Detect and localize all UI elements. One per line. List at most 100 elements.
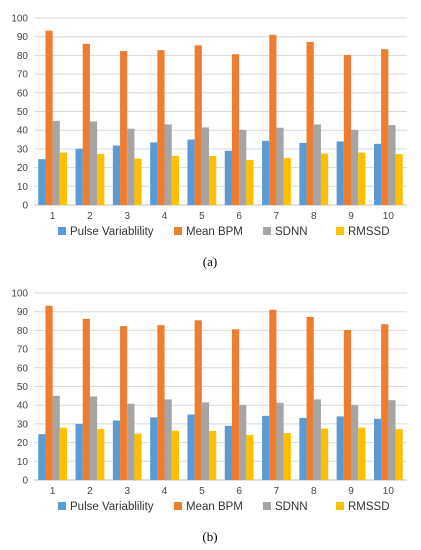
legend-label: SDNN bbox=[275, 226, 308, 238]
x-tick-label: 2 bbox=[87, 486, 93, 497]
legend-label: SDNN bbox=[275, 501, 308, 513]
bar bbox=[351, 129, 359, 205]
bar bbox=[313, 399, 321, 480]
y-tick-label: 20 bbox=[17, 438, 29, 449]
chart-b: 0 10 20 30 40 50 60 70 80 90 100 1 2 3 4 5 6 7 8 9 10 Pulse… bbox=[11, 289, 407, 544]
bar bbox=[59, 427, 68, 480]
bar bbox=[262, 415, 270, 480]
bar bbox=[239, 404, 247, 480]
bar bbox=[320, 428, 329, 480]
bar bbox=[82, 318, 90, 480]
legend-swatch bbox=[263, 502, 271, 510]
y-tick-label: 100 bbox=[11, 289, 28, 300]
x-tick-label: 4 bbox=[162, 486, 168, 497]
bar bbox=[373, 143, 382, 205]
bar bbox=[59, 152, 68, 205]
bar bbox=[224, 425, 232, 480]
bar bbox=[283, 433, 291, 480]
bar bbox=[164, 399, 172, 480]
bar bbox=[239, 129, 247, 205]
bar bbox=[120, 326, 128, 480]
x-tick-label: 2 bbox=[87, 211, 93, 222]
y-tick-label: 80 bbox=[17, 326, 29, 337]
bar bbox=[395, 429, 403, 480]
bar bbox=[134, 158, 142, 205]
y-tick-label: 30 bbox=[17, 144, 29, 155]
bar bbox=[262, 140, 270, 205]
bar bbox=[38, 159, 46, 205]
legend-swatch bbox=[174, 502, 182, 510]
bar bbox=[351, 404, 359, 480]
bar bbox=[194, 45, 202, 205]
bar bbox=[127, 128, 135, 205]
y-tick-label: 60 bbox=[17, 363, 29, 374]
bar bbox=[306, 316, 314, 480]
bar bbox=[187, 139, 195, 205]
y-tick-label: 0 bbox=[22, 201, 28, 212]
y-tick-label: 40 bbox=[17, 401, 29, 412]
bars bbox=[38, 305, 403, 480]
bar bbox=[171, 155, 179, 205]
x-tick-label: 3 bbox=[124, 211, 130, 222]
bar bbox=[164, 124, 172, 205]
x-tick-label: 9 bbox=[348, 486, 354, 497]
x-tick-label: 1 bbox=[50, 211, 56, 222]
legend: Pulse Variablility Mean BPM SDNN RMSSD bbox=[58, 226, 390, 238]
bar bbox=[283, 158, 291, 205]
bar bbox=[299, 142, 307, 205]
bar bbox=[97, 428, 105, 480]
bar bbox=[89, 396, 98, 480]
y-tick-label: 20 bbox=[17, 163, 29, 174]
bar bbox=[246, 159, 254, 205]
legend-swatch bbox=[58, 227, 66, 235]
y-tick-label: 40 bbox=[17, 126, 29, 137]
bar bbox=[97, 153, 105, 205]
bar bbox=[150, 142, 158, 205]
x-tick-label: 9 bbox=[348, 211, 354, 222]
bar bbox=[112, 145, 121, 205]
x-tick-label: 6 bbox=[236, 486, 242, 497]
x-tick-label: 4 bbox=[162, 211, 168, 222]
bar bbox=[45, 305, 53, 480]
bar bbox=[194, 320, 202, 480]
bar bbox=[313, 124, 321, 205]
x-tick-label: 7 bbox=[274, 211, 280, 222]
x-tick-label: 6 bbox=[236, 211, 242, 222]
y-tick-label: 60 bbox=[17, 88, 29, 99]
x-tick-label: 8 bbox=[311, 211, 317, 222]
y-tick-label: 70 bbox=[17, 70, 29, 81]
bar bbox=[306, 41, 314, 205]
bar bbox=[224, 150, 232, 205]
bar bbox=[246, 434, 254, 480]
bar bbox=[395, 154, 403, 205]
bar bbox=[358, 427, 366, 480]
caption: (a) bbox=[203, 254, 217, 269]
bar bbox=[127, 403, 135, 480]
y-tick-label: 70 bbox=[17, 345, 29, 356]
bar bbox=[52, 120, 60, 205]
x-tick-label: 5 bbox=[199, 211, 205, 222]
caption: (b) bbox=[202, 529, 217, 544]
bar bbox=[381, 49, 389, 205]
x-tick-labels: 1 2 3 4 5 6 7 8 9 10 bbox=[50, 211, 394, 222]
legend-label: RMSSD bbox=[348, 501, 390, 513]
x-tick-label: 1 bbox=[50, 486, 56, 497]
bar bbox=[388, 400, 396, 480]
bar bbox=[134, 433, 142, 480]
bar bbox=[112, 420, 121, 480]
x-tick-label: 3 bbox=[124, 486, 130, 497]
bar bbox=[269, 309, 277, 480]
y-tick-label: 50 bbox=[17, 107, 29, 118]
chart-a: 0 10 20 30 40 50 60 70 80 90 100 1 2 3 4 5 6 7 8 9 10 Pulse… bbox=[11, 14, 407, 269]
legend-label: Pulse Variablility bbox=[70, 226, 154, 238]
bar bbox=[269, 34, 277, 205]
legend-swatch bbox=[336, 502, 344, 510]
bar bbox=[209, 156, 217, 205]
bar bbox=[187, 414, 195, 480]
legend: Pulse Variablility Mean BPM SDNN RMSSD bbox=[58, 501, 390, 513]
bar bbox=[201, 127, 210, 205]
legend-label: Mean BPM bbox=[186, 501, 243, 513]
bar bbox=[209, 431, 217, 480]
legend-label: Mean BPM bbox=[186, 226, 243, 238]
bar bbox=[171, 430, 179, 480]
